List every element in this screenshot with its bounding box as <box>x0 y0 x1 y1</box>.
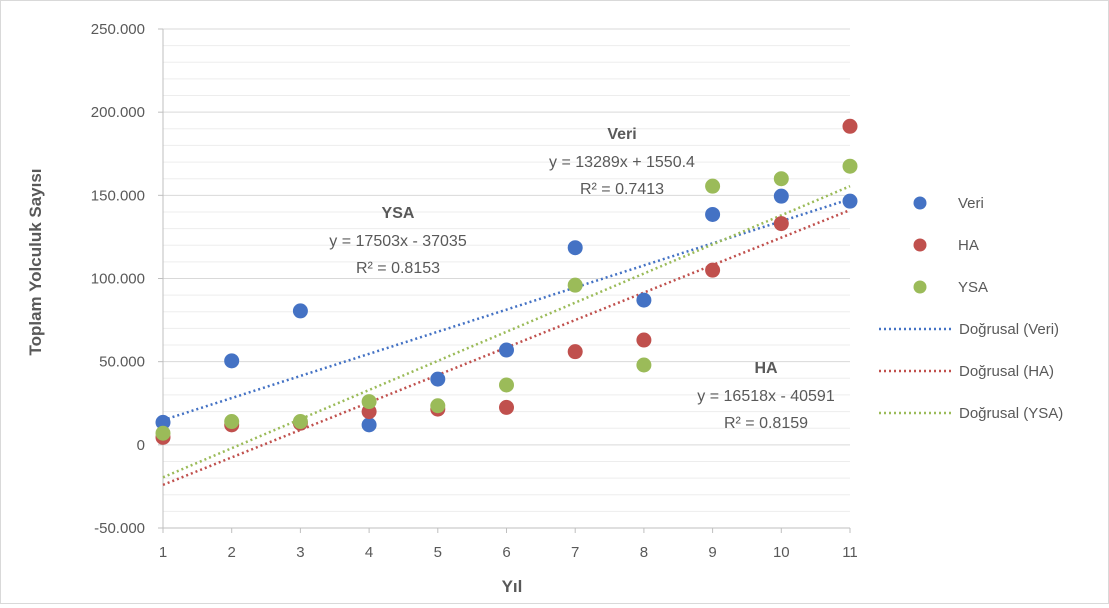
annotation-title: HA <box>754 360 778 377</box>
x-tick-label: 8 <box>640 544 648 561</box>
point-ha <box>636 333 651 348</box>
annotation-equation: y = 17503x - 37035 <box>329 233 467 250</box>
point-ysa <box>774 171 789 186</box>
legend-marker-ha <box>914 239 927 252</box>
x-tick-label: 5 <box>434 544 442 561</box>
y-tick-label: 250.000 <box>91 21 145 38</box>
point-veri <box>705 207 720 222</box>
legend-label: Doğrusal (HA) <box>959 363 1054 380</box>
legend-label: Veri <box>958 195 984 212</box>
annotation-r2: R² = 0.8159 <box>724 415 808 432</box>
x-tick-label: 10 <box>773 544 790 561</box>
x-tick-label: 1 <box>159 544 167 561</box>
annotation-r2: R² = 0.7413 <box>580 181 664 198</box>
point-ysa <box>224 414 239 429</box>
annotation-equation: y = 13289x + 1550.4 <box>549 154 695 171</box>
y-tick-labels: -50.000 0 50.000 100.000 150.000 200.000 250.0… <box>91 21 145 537</box>
point-ha <box>499 400 514 415</box>
point-veri <box>774 189 789 204</box>
point-ysa <box>705 179 720 194</box>
legend-label: YSA <box>958 279 988 296</box>
legend: Veri HA YSA Doğrusal (Veri) Doğrusal (HA) Doğ… <box>879 195 1063 422</box>
legend-marker-ysa <box>914 281 927 294</box>
y-tick-label: -50.000 <box>94 520 145 537</box>
y-tick-label: 100.000 <box>91 271 145 288</box>
trendlines <box>163 186 850 485</box>
legend-marker-veri <box>914 197 927 210</box>
x-tick-label: 3 <box>296 544 304 561</box>
point-ha <box>705 263 720 278</box>
x-tick-label: 4 <box>365 544 373 561</box>
point-veri <box>362 417 377 432</box>
point-veri <box>293 303 308 318</box>
x-axis-title: Yıl <box>502 577 523 596</box>
annotation-equation: y = 16518x - 40591 <box>697 388 835 405</box>
point-ysa <box>499 377 514 392</box>
point-veri <box>499 343 514 358</box>
y-tick-label: 0 <box>137 437 145 454</box>
point-veri <box>224 353 239 368</box>
x-tick-label: 9 <box>708 544 716 561</box>
point-veri <box>843 194 858 209</box>
point-ysa <box>156 426 171 441</box>
annotation-title: Veri <box>607 126 636 143</box>
point-ysa <box>843 159 858 174</box>
x-tick-label: 11 <box>842 544 858 561</box>
x-tick-label: 7 <box>571 544 579 561</box>
x-tick-label: 6 <box>502 544 510 561</box>
y-tick-label: 200.000 <box>91 104 145 121</box>
point-ha <box>843 119 858 134</box>
legend-label: HA <box>958 237 979 254</box>
x-tick-labels: 1 2 3 4 5 6 7 8 9 10 11 <box>159 544 858 561</box>
point-ha <box>774 216 789 231</box>
point-ysa <box>636 357 651 372</box>
axes <box>158 29 850 533</box>
annotation-r2: R² = 0.8153 <box>356 260 440 277</box>
point-veri <box>568 240 583 255</box>
annotation-title: YSA <box>382 205 415 222</box>
point-veri <box>430 372 445 387</box>
point-ysa <box>362 394 377 409</box>
x-tick-label: 2 <box>228 544 236 561</box>
y-tick-label: 150.000 <box>91 187 145 204</box>
major-gridlines <box>163 29 850 528</box>
point-ysa <box>293 414 308 429</box>
y-tick-label: 50.000 <box>99 354 145 371</box>
legend-label: Doğrusal (YSA) <box>959 405 1063 422</box>
legend-label: Doğrusal (Veri) <box>959 321 1059 338</box>
point-ysa <box>430 398 445 413</box>
point-ysa <box>568 278 583 293</box>
point-ha <box>568 344 583 359</box>
y-axis-title: Toplam Yolculuk Sayısı <box>26 168 45 355</box>
point-veri <box>636 293 651 308</box>
trendline-2 <box>163 186 850 477</box>
